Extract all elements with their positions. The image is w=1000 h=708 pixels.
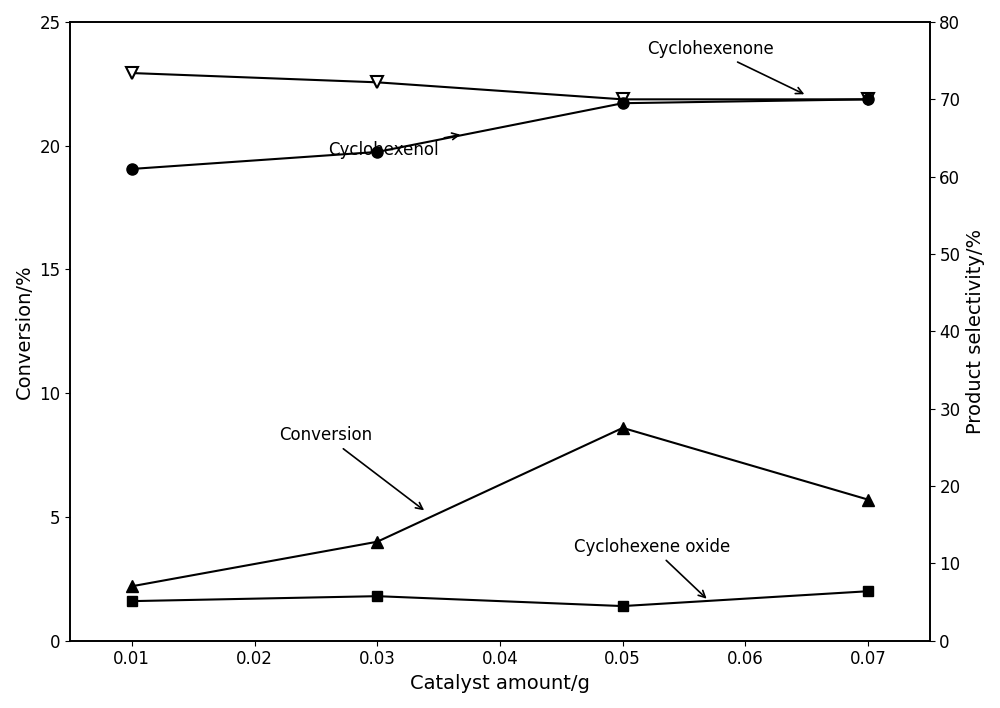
Text: Cyclohexenone: Cyclohexenone (647, 40, 803, 93)
X-axis label: Catalyst amount/g: Catalyst amount/g (410, 674, 590, 693)
Y-axis label: Conversion/%: Conversion/% (15, 264, 34, 399)
Text: Cyclohexene oxide: Cyclohexene oxide (574, 537, 730, 598)
Text: Cyclohexenol: Cyclohexenol (328, 133, 459, 159)
Text: Conversion: Conversion (279, 426, 423, 509)
Y-axis label: Product selectivity/%: Product selectivity/% (966, 229, 985, 434)
